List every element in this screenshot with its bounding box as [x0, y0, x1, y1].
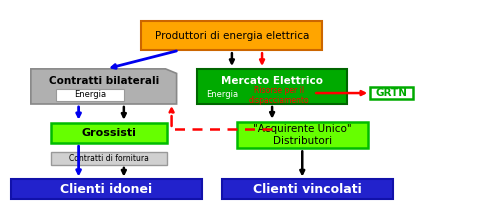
Text: Mercato Elettrico: Mercato Elettrico [221, 76, 323, 86]
FancyBboxPatch shape [11, 180, 202, 199]
FancyBboxPatch shape [51, 151, 166, 165]
Text: Clienti idonei: Clienti idonei [60, 183, 152, 196]
Text: "Acquirente Unico"
Distributori: "Acquirente Unico" Distributori [253, 124, 352, 146]
Text: Contratti di fornitura: Contratti di fornitura [69, 154, 149, 163]
FancyBboxPatch shape [222, 180, 393, 199]
Text: Risorse per il
dispacciamento: Risorse per il dispacciamento [249, 85, 309, 105]
FancyBboxPatch shape [370, 88, 413, 99]
FancyBboxPatch shape [237, 121, 367, 149]
Polygon shape [31, 69, 176, 104]
Text: GRTN: GRTN [375, 88, 407, 98]
FancyBboxPatch shape [245, 89, 313, 102]
Text: Produttori di energia elettrica: Produttori di energia elettrica [155, 31, 309, 41]
FancyBboxPatch shape [56, 89, 124, 101]
FancyBboxPatch shape [199, 89, 244, 101]
Text: Contratti bilaterali: Contratti bilaterali [48, 76, 159, 86]
FancyBboxPatch shape [142, 21, 323, 50]
Text: Energia: Energia [74, 90, 106, 99]
FancyBboxPatch shape [197, 69, 347, 104]
Text: Energia: Energia [206, 90, 238, 99]
Text: Grossisti: Grossisti [81, 128, 136, 138]
FancyBboxPatch shape [51, 123, 166, 143]
Text: Clienti vincolati: Clienti vincolati [253, 183, 362, 196]
